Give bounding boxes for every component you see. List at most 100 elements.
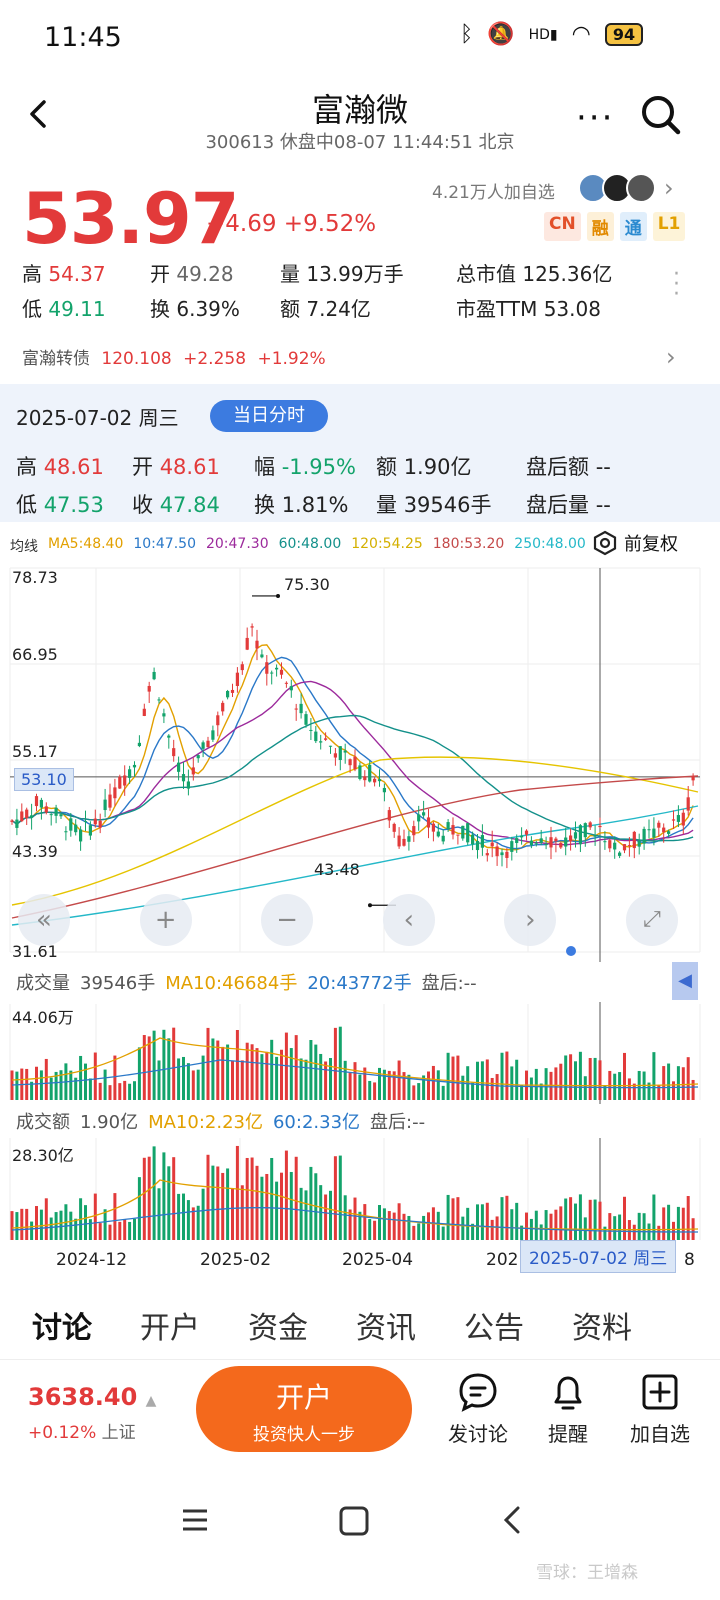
y-axis-label: 66.95 xyxy=(12,645,58,664)
more-icon[interactable]: ··· xyxy=(576,98,615,138)
followers-count[interactable]: 4.21万人加自选 xyxy=(432,183,555,203)
candle-body xyxy=(627,845,631,847)
candle-body xyxy=(426,817,431,828)
amount-bar xyxy=(387,1211,391,1240)
amount-bar xyxy=(221,1172,225,1240)
search-icon[interactable] xyxy=(640,94,682,136)
amount-label: 额 xyxy=(280,297,300,321)
volume-bar xyxy=(632,1083,636,1100)
turnover: 6.39% xyxy=(176,297,240,321)
tab-news[interactable]: 资讯 xyxy=(356,1310,416,1346)
volume-bar xyxy=(231,1060,234,1100)
volume-bar xyxy=(30,1081,34,1100)
amount-bar xyxy=(108,1224,112,1240)
adjust-mode-toggle[interactable]: 前复权 xyxy=(592,530,678,556)
follower-avatars[interactable] xyxy=(578,173,656,203)
volume-bar xyxy=(59,1070,63,1100)
candle-body xyxy=(407,836,411,842)
candle-body xyxy=(221,702,225,712)
candle-body xyxy=(152,671,156,680)
amount-bar xyxy=(618,1214,622,1240)
amount-bar xyxy=(676,1206,680,1240)
candle-body xyxy=(436,831,440,837)
back-nav-icon[interactable] xyxy=(498,1505,528,1535)
add-watchlist-button[interactable]: 加自选 xyxy=(620,1372,700,1447)
back-icon[interactable] xyxy=(22,96,58,132)
amount-bar xyxy=(25,1208,29,1240)
scroll-left-icon[interactable]: ‹ xyxy=(382,894,435,946)
volume-bar xyxy=(324,1061,328,1100)
scroll-right-icon[interactable]: › xyxy=(504,894,557,946)
tab-announcements[interactable]: 公告 xyxy=(464,1310,524,1346)
amount-bar xyxy=(35,1206,38,1240)
fullscreen-icon[interactable]: ⤢ xyxy=(625,894,678,946)
menu-icon[interactable] xyxy=(180,1505,210,1535)
expand-stats-icon[interactable]: · · · xyxy=(673,262,680,307)
candle-body xyxy=(667,831,671,834)
convertible-bond-row[interactable]: 富瀚转债 120.108 +2.258 +1.92% xyxy=(22,344,326,369)
candle-body xyxy=(196,755,200,759)
convertible-name: 富瀚转债 xyxy=(22,349,90,369)
candle-body xyxy=(373,778,377,783)
min-price-label: 43.48 xyxy=(314,860,360,879)
amount-bar xyxy=(235,1145,239,1240)
zoom-in-icon[interactable]: + xyxy=(139,894,192,946)
volume-bar xyxy=(382,1069,386,1100)
ma250-value: 250:48.00 xyxy=(514,536,586,552)
volume-bar xyxy=(142,1035,146,1100)
scroll-left-fast-icon[interactable]: « xyxy=(18,894,70,946)
amount-bar xyxy=(59,1210,63,1240)
after-hours-volume-stat: 盘后量 -- xyxy=(526,493,611,517)
candle-body xyxy=(598,825,602,828)
candle-body xyxy=(622,844,627,851)
volume-bar xyxy=(598,1060,602,1100)
candle-body xyxy=(167,735,171,738)
volume-bar xyxy=(431,1065,435,1100)
chevron-right-icon[interactable]: › xyxy=(666,343,676,371)
zoom-out-icon[interactable]: − xyxy=(261,894,314,946)
kline-chart[interactable] xyxy=(0,560,720,1250)
amount-bar xyxy=(162,1152,166,1240)
chevron-right-icon[interactable]: › xyxy=(664,174,674,202)
volume-bar xyxy=(534,1068,538,1100)
volume-bar xyxy=(162,1029,166,1100)
home-icon[interactable] xyxy=(338,1505,370,1537)
intraday-button[interactable]: 当日分时 xyxy=(210,400,328,432)
volume-bar xyxy=(270,1039,274,1100)
chat-icon xyxy=(459,1373,497,1412)
amount-bar xyxy=(54,1212,58,1240)
candle-body xyxy=(348,759,352,766)
index-value[interactable]: 3638.40 ▲ xyxy=(28,1383,157,1411)
alert-button[interactable]: 提醒 xyxy=(528,1372,608,1447)
open-account-button[interactable]: 开户 投资快人一步 xyxy=(196,1366,412,1452)
candle-body xyxy=(431,823,435,832)
signal-icon: HD▮ xyxy=(528,26,558,43)
volume-bar xyxy=(554,1067,558,1100)
tab-funds[interactable]: 资金 xyxy=(248,1310,308,1346)
discuss-button[interactable]: 发讨论 xyxy=(438,1372,518,1447)
amount-bar xyxy=(495,1216,499,1240)
amount-bar xyxy=(93,1193,97,1240)
candle-body xyxy=(583,823,587,838)
candle-body xyxy=(186,781,190,789)
volume-bar xyxy=(343,1060,347,1100)
amount-bar xyxy=(574,1203,577,1240)
candle-body xyxy=(662,827,666,833)
tab-discussion[interactable]: 讨论 xyxy=(32,1310,92,1346)
amount-bar xyxy=(216,1166,220,1240)
candle-body xyxy=(177,762,181,772)
tab-open-account[interactable]: 开户 xyxy=(140,1310,200,1346)
candle-body xyxy=(510,841,514,852)
amount-bar xyxy=(637,1212,641,1240)
collapse-tab-icon[interactable]: ◀ xyxy=(672,962,698,1000)
open-account-label: 开户 xyxy=(275,1381,332,1414)
volume-bar xyxy=(510,1066,514,1100)
candle-body xyxy=(147,685,151,692)
amount-bar xyxy=(49,1217,53,1240)
settings-icon xyxy=(593,530,617,556)
tab-profile[interactable]: 资料 xyxy=(572,1310,632,1346)
amount-bar xyxy=(564,1198,568,1240)
amount-bar xyxy=(324,1194,328,1240)
volume-bar xyxy=(657,1085,661,1100)
candle-body xyxy=(15,819,19,828)
